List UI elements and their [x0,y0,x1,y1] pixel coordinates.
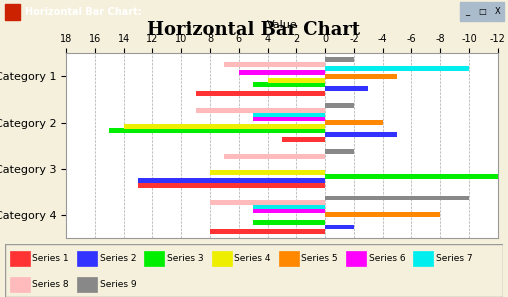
Text: Series 7: Series 7 [436,254,472,263]
Bar [325,149,354,154]
Bar [225,154,325,159]
Text: □: □ [479,7,487,16]
Bar [325,103,354,108]
Bar [268,78,325,83]
Bar [325,132,397,138]
Text: Series 2: Series 2 [100,254,136,263]
Bar [414,251,433,266]
FancyBboxPatch shape [5,244,503,297]
Text: Series 1: Series 1 [33,254,69,263]
Bar [210,200,325,205]
Bar [196,108,325,113]
Bar [138,178,325,184]
Bar [325,174,498,179]
Bar [144,251,165,266]
Text: Horizontal Bar Chart:: Horizontal Bar Chart: [25,7,142,17]
Bar [253,116,325,121]
Bar [325,74,397,79]
Bar [138,183,325,188]
Text: Series 3: Series 3 [167,254,204,263]
Bar [325,195,469,200]
Bar [212,251,232,266]
Bar [77,277,97,292]
Bar [253,208,325,213]
Bar [10,277,30,292]
Bar [325,120,383,125]
Bar [225,61,325,67]
Bar [490,2,504,21]
Bar [10,251,30,266]
Bar [253,220,325,225]
Bar [5,4,20,20]
Bar [325,225,354,230]
Bar [239,70,325,75]
Bar [325,86,368,91]
Bar [475,2,489,21]
Bar [253,112,325,117]
Text: Series 9: Series 9 [100,280,136,289]
X-axis label: Value: Value [267,20,297,30]
Bar [346,251,366,266]
Bar [325,212,440,217]
Bar [123,124,325,129]
Text: X: X [495,7,501,16]
Bar [325,57,354,62]
Bar [282,137,325,142]
Text: Series 6: Series 6 [368,254,405,263]
Text: Series 5: Series 5 [301,254,338,263]
Bar [460,2,474,21]
Bar [210,170,325,175]
Bar [279,251,299,266]
Bar [210,229,325,234]
Bar [196,91,325,96]
Bar [253,82,325,87]
Bar [325,66,469,71]
Text: _: _ [465,7,469,16]
Bar [109,128,325,133]
Bar [253,204,325,209]
Text: Horizontal Bar Chart: Horizontal Bar Chart [147,21,361,39]
Text: Series 8: Series 8 [33,280,69,289]
Text: Series 4: Series 4 [234,254,271,263]
Bar [77,251,97,266]
